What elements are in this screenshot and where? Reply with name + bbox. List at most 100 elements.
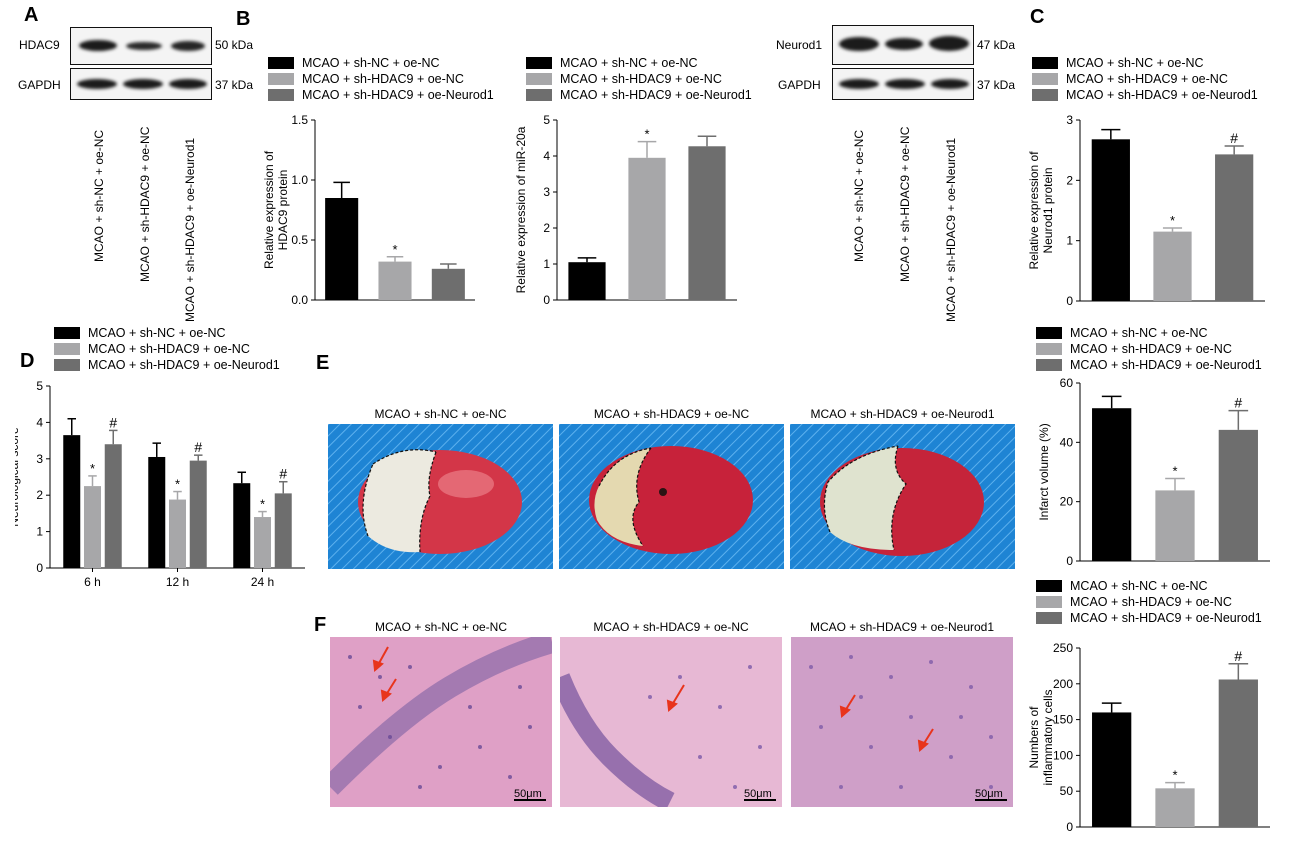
y-tick-label: 1 <box>36 525 43 539</box>
y-tick-label: 0 <box>1066 820 1073 834</box>
x-tick-label: 24 h <box>251 575 274 588</box>
y-tick-label: 250 <box>1053 641 1073 655</box>
bar <box>1215 154 1254 301</box>
blot-c-lane-2: MCAO + sh-HDAC9 + oe-NC <box>898 126 912 282</box>
y-tick-label: 1 <box>1066 234 1073 248</box>
y-tick-label: 3 <box>1066 113 1073 127</box>
bar <box>1218 679 1258 827</box>
chart-mir20a: 0 1 2 3 4 5 Relative expression of miR-20a * <box>515 113 737 307</box>
y-tick-label: 0.5 <box>291 233 308 247</box>
blot-a-lane-2: MCAO + sh-HDAC9 + oe-NC <box>138 126 152 282</box>
significance-mark: * <box>260 497 265 512</box>
blot-c-control-label: GAPDH <box>778 78 821 92</box>
y-tick-label: 0.0 <box>291 293 308 307</box>
significance-mark: * <box>392 242 397 257</box>
blot-c-control-kda: 37 kDa <box>977 78 1016 92</box>
photo-e-title-3: MCAO + sh-HDAC9 + oe-Neurod1 <box>810 407 995 421</box>
y-axis-label: Relative expression of miR-20a <box>515 126 528 293</box>
x-tick-label: 12 h <box>166 575 189 588</box>
significance-mark: * <box>175 477 180 492</box>
chart-inflammatory-cells: 0 50 100 150 200 250 Numbers ofinflammatory ce… <box>1027 641 1270 834</box>
brain-slice-photo-1 <box>328 424 553 569</box>
significance-mark: # <box>279 466 287 482</box>
y-tick-label: 0 <box>543 293 550 307</box>
photo-e-title-2: MCAO + sh-HDAC9 + oe-NC <box>593 407 750 421</box>
significance-mark: * <box>1172 464 1177 479</box>
histology-photo-2: 50μm <box>560 637 782 807</box>
y-tick-label: 5 <box>36 379 43 393</box>
y-tick-label: 1 <box>543 257 550 271</box>
bar <box>189 460 207 568</box>
panel-label-c: C <box>1030 6 1045 28</box>
y-tick-label: 1.5 <box>291 113 308 127</box>
y-tick-label: 1.0 <box>291 173 308 187</box>
blot-a-protein-kda: 50 kDa <box>215 38 254 52</box>
bar <box>274 493 292 568</box>
y-tick-label: 200 <box>1053 677 1073 691</box>
bar <box>1092 408 1132 561</box>
chart-infarct-volume: 0 20 40 60 Infarct volume (%) * # <box>1037 376 1270 568</box>
legend-f: MCAO + sh-NC + oe-NC MCAO + sh-HDAC9 + o… <box>1036 578 1262 626</box>
bar <box>568 262 606 300</box>
legend-c: MCAO + sh-NC + oe-NC MCAO + sh-HDAC9 + o… <box>1032 55 1258 103</box>
y-axis-label: Infarct volume (%) <box>1037 423 1051 520</box>
brain-slice-photo-3 <box>790 424 1015 569</box>
y-tick-label: 20 <box>1060 495 1074 509</box>
significance-mark: * <box>90 461 95 476</box>
y-tick-label: 50 <box>1060 784 1074 798</box>
legend-b-right: MCAO + sh-NC + oe-NC MCAO + sh-HDAC9 + o… <box>526 55 752 103</box>
bar <box>63 435 81 568</box>
y-tick-label: 5 <box>543 113 550 127</box>
blot-c-neurod1-membrane <box>832 25 974 65</box>
y-tick-label: 0 <box>1066 554 1073 568</box>
legend-d: MCAO + sh-NC + oe-NC MCAO + sh-HDAC9 + o… <box>54 325 280 373</box>
scale-bar-label-1: 50μm <box>514 788 542 800</box>
blot-a-lane-3: MCAO + sh-HDAC9 + oe-Neurod1 <box>183 137 197 322</box>
blot-a-hdac9-membrane <box>70 27 212 65</box>
photo-f-title-1: MCAO + sh-NC + oe-NC <box>374 620 508 634</box>
y-tick-label: 2 <box>1066 173 1073 187</box>
panel-label-e: E <box>316 352 330 374</box>
y-tick-label: 2 <box>36 488 43 502</box>
bar <box>378 261 412 300</box>
bar <box>1153 231 1192 301</box>
y-tick-label: 3 <box>36 452 43 466</box>
bar <box>104 444 122 568</box>
bar <box>1155 788 1195 827</box>
x-tick-label: 6 h <box>84 575 101 588</box>
panel-label-a: A <box>24 4 39 26</box>
significance-mark: # <box>1234 395 1242 411</box>
bar <box>628 157 666 300</box>
significance-mark: # <box>194 439 202 455</box>
chart-hdac9-protein: 0.0 0.5 1.0 1.5 Relative expression ofHDAC9 … <box>262 113 475 307</box>
significance-mark: # <box>109 414 117 430</box>
blot-c-lane-1: MCAO + sh-NC + oe-NC <box>852 129 866 262</box>
legend-b-left: MCAO + sh-NC + oe-NC MCAO + sh-HDAC9 + o… <box>268 55 494 103</box>
blot-c-lane-3: MCAO + sh-HDAC9 + oe-Neurod1 <box>944 137 958 322</box>
y-axis-label: Relative expression ofNeurod1 protein <box>1027 151 1055 270</box>
scale-bar-label-3: 50μm <box>975 788 1003 800</box>
bar <box>1155 490 1195 561</box>
significance-mark: * <box>644 127 649 142</box>
significance-mark: # <box>1230 130 1238 146</box>
blot-c-protein-kda: 47 kDa <box>977 38 1016 52</box>
bar <box>688 146 726 300</box>
y-tick-label: 4 <box>543 149 550 163</box>
y-tick-label: 150 <box>1053 713 1073 727</box>
bar <box>169 499 186 568</box>
bar <box>254 517 271 568</box>
significance-mark: * <box>1172 768 1177 783</box>
y-axis-label: Neurological score <box>15 427 21 527</box>
chart-neurological-score: 0 1 2 3 4 5 Neurological score * #6 h * #12 h * #24 … <box>15 379 305 588</box>
bar <box>1091 139 1130 301</box>
y-tick-label: 3 <box>543 185 550 199</box>
brain-slice-photo-2 <box>559 424 784 569</box>
blot-c-protein-label: Neurod1 <box>776 38 823 52</box>
bar <box>148 456 166 568</box>
photo-f-title-2: MCAO + sh-HDAC9 + oe-NC <box>593 620 749 634</box>
bar <box>325 198 359 300</box>
blot-a-protein-label: HDAC9 <box>19 38 60 52</box>
blot-a-lane-1: MCAO + sh-NC + oe-NC <box>92 129 106 262</box>
scale-bar-label-2: 50μm <box>744 788 772 800</box>
blot-a-control-label: GAPDH <box>18 78 61 92</box>
